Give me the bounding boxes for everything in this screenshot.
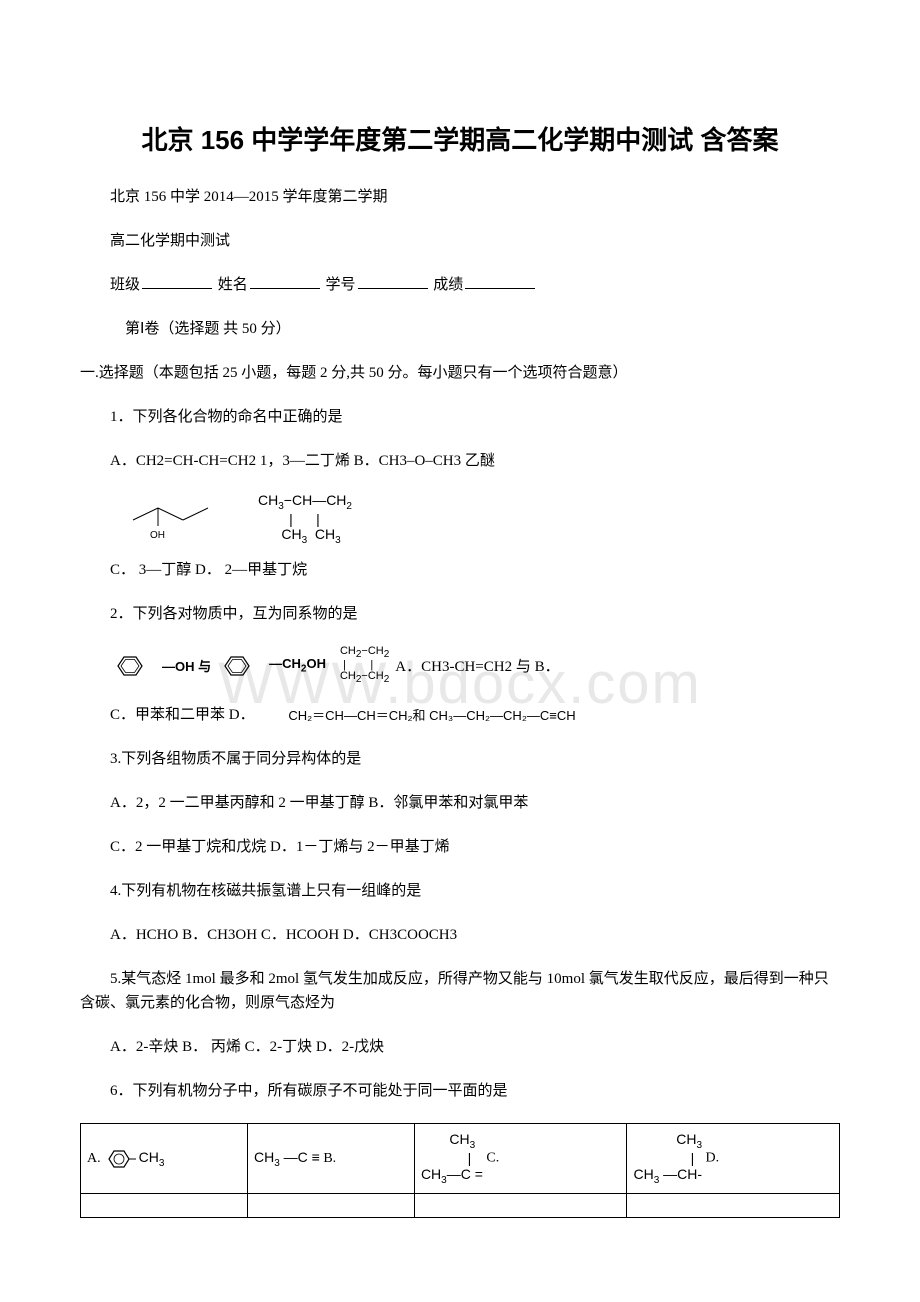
q5-stem: 5.某气态烃 1mol 最多和 2mol 氢气发生加成反应，所得产物又能与 10…	[80, 967, 840, 1015]
empty-cell	[247, 1194, 414, 1218]
q2-stem: 2．下列各对物质中，互为同系物的是	[80, 602, 840, 626]
methylbutane-structure-icon: CH3−CH—CH2 | | CH3 CH3	[258, 493, 352, 546]
q1-stem: 1．下列各化合物的命名中正确的是	[80, 405, 840, 429]
section-1-header: 第Ⅰ卷（选择题 共 50 分）	[80, 317, 840, 341]
q1-opt-ab: A．CH2=CH-CH=CH2 1，3—二丁烯 B．CH3–O–CH3 乙醚	[80, 449, 840, 473]
isobutene-structure-icon: CH3 | CH3—C =	[421, 1132, 483, 1185]
isobutane-structure-icon: CH3| CH3 —CH-	[633, 1132, 702, 1185]
q6-opt-b-cell: CH3 —C ≡ B.	[247, 1124, 414, 1194]
svg-text:OH: OH	[150, 530, 165, 540]
propyne-structure-icon: CH3 —C ≡	[254, 1149, 320, 1169]
section-1-instruction: 一.选择题（本题包括 25 小题，每题 2 分,共 50 分。每小题只有一个选项…	[80, 361, 840, 385]
subtitle-line-2: 高二化学期中测试	[80, 229, 840, 253]
benzyl-structure-icon	[217, 652, 263, 680]
q6-opt-d-cell: CH3| CH3 —CH- D.	[627, 1124, 840, 1194]
name-label: 姓名	[218, 277, 248, 293]
score-blank	[465, 274, 535, 289]
subtitle-line-1: 北京 156 中学 2014—2015 学年度第二学期	[80, 185, 840, 209]
score-label: 成绩	[433, 277, 463, 293]
phenol-oh-label: —OH 与	[162, 656, 211, 675]
q6-optc-label: C.	[486, 1151, 499, 1166]
empty-cell	[627, 1194, 840, 1218]
q3-stem: 3.下列各组物质不属于同分异构体的是	[80, 747, 840, 771]
q6-optb-label: B.	[323, 1151, 336, 1166]
phenol-structure-icon	[110, 652, 156, 680]
toluene-structure-icon	[103, 1145, 137, 1173]
q4-opts: A．HCHO B．CH3OH C．HCOOH D．CH3COOCH3	[80, 923, 840, 947]
table-row: A. CH3 CH3 —C ≡ B.	[81, 1124, 840, 1194]
empty-cell	[414, 1194, 627, 1218]
document-content: 北京 156 中学学年度第二学期高二化学期中测试 含答案 北京 156 中学 2…	[80, 120, 840, 1218]
q3-opt-cd: C．2 一甲基丁烷和戊烷 D．1－丁烯与 2－甲基丁烯	[80, 835, 840, 859]
toluene-ch3-label: CH3	[139, 1149, 165, 1169]
q6-options-table: A. CH3 CH3 —C ≡ B.	[80, 1123, 840, 1218]
q1-structure-row: OH CH3−CH—CH2 | | CH3 CH3	[128, 493, 840, 546]
q2-opt-cd: C．甲苯和二甲苯 D． CH₂＝CH—CH＝CH₂和 CH₃—CH₂—CH₂—C…	[80, 703, 840, 727]
empty-cell	[81, 1194, 248, 1218]
q6-opt-c-cell: CH3 | CH3—C = C.	[414, 1124, 627, 1194]
q2-opt-ab-row: —OH 与 —CH2OH CH2−CH2 | | CH2−CH2 A．CH3-C…	[110, 646, 840, 685]
butanol-structure-icon: OH	[128, 498, 218, 540]
name-blank	[250, 274, 320, 289]
cyclobutane-structure-icon: CH2−CH2 | | CH2−CH2	[340, 646, 389, 685]
class-blank	[142, 274, 212, 289]
q6-opta-label: A.	[87, 1151, 101, 1167]
table-row	[81, 1194, 840, 1218]
class-label: 班级	[110, 277, 140, 293]
q6-opt-a-cell: A. CH3	[81, 1124, 248, 1194]
q2-opt-ab-suffix: A．CH3-CH=CH2 与 B．	[395, 655, 559, 676]
q1-opt-cd: C． 3—丁醇 D． 2—甲基丁烷	[80, 558, 840, 582]
q3-opt-ab: A．2，2 一二甲基丙醇和 2 一甲基丁醇 B．邻氯甲苯和对氯甲苯	[80, 791, 840, 815]
id-label: 学号	[326, 277, 356, 293]
q2-optd-formula: CH₂＝CH—CH＝CH₂和 CH₃—CH₂—CH₂—C≡CH	[258, 706, 575, 727]
student-info-row: 班级 姓名 学号 成绩	[80, 273, 840, 297]
q5-opts: A．2-辛炔 B． 丙烯 C．2-丁炔 D．2-戊炔	[80, 1035, 840, 1059]
q6-optd-label: D.	[706, 1151, 720, 1166]
id-blank	[358, 274, 428, 289]
q6-stem: 6．下列有机物分子中，所有碳原子不可能处于同一平面的是	[80, 1079, 840, 1103]
benzyl-ch2oh-label: —CH2OH	[269, 656, 326, 675]
q2-optc-text: C．甲苯和二甲苯 D．	[110, 707, 255, 723]
page-title: 北京 156 中学学年度第二学期高二化学期中测试 含答案	[80, 120, 840, 157]
q4-stem: 4.下列有机物在核磁共振氢谱上只有一组峰的是	[80, 879, 840, 903]
